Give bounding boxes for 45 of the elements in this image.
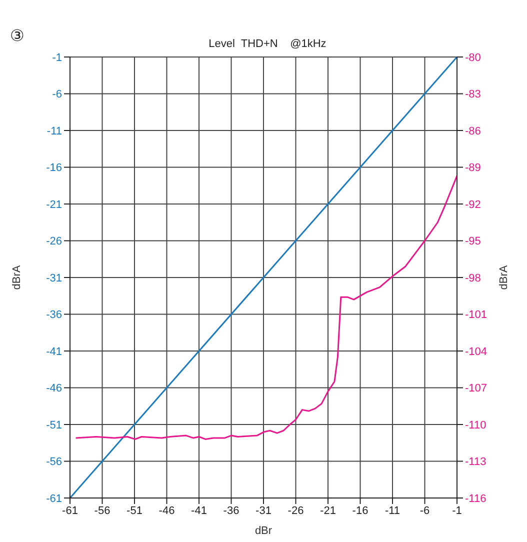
- x-tick-label: -11: [384, 504, 400, 517]
- y2-tick-label: -83: [465, 88, 481, 101]
- x-tick-label: -61: [62, 504, 78, 517]
- y-tick-label: -21: [46, 198, 62, 211]
- x-tick-label: -1: [452, 504, 462, 517]
- y2-tick-label: -92: [465, 198, 481, 211]
- y2-tick-label: -110: [465, 419, 486, 432]
- y-tick-label: -11: [46, 125, 62, 138]
- y2-tick-label: -116: [465, 492, 486, 505]
- chart-subtitle: Level THD+N @1kHz: [208, 38, 328, 50]
- y2-tick-label: -86: [465, 125, 481, 138]
- y-tick-label: -6: [52, 88, 62, 101]
- x-tick-label: -16: [352, 504, 368, 517]
- y2-tick-label: -89: [465, 162, 481, 174]
- y-tick-label: -61: [46, 492, 62, 505]
- x-tick-label: -6: [420, 504, 430, 517]
- y-tick-label: -56: [46, 456, 62, 468]
- y2-tick-label: -95: [465, 236, 481, 248]
- x-tick-label: -46: [158, 504, 175, 517]
- x-tick-label: -21: [320, 504, 336, 517]
- y-axis-title: dBrA: [11, 264, 23, 290]
- x-tick-label: -56: [94, 504, 110, 517]
- text: ③: [10, 27, 24, 46]
- y2-axis-title: dBrA: [498, 264, 510, 290]
- y-tick-label: -16: [46, 162, 62, 174]
- x-tick-label: -26: [288, 504, 304, 517]
- x-tick-label: -41: [191, 504, 207, 517]
- y2-tick-label: -104: [465, 346, 488, 358]
- x-axis-title: dBr: [254, 525, 272, 537]
- y-tick-label: -51: [46, 419, 62, 432]
- x-tick-label: -51: [126, 504, 142, 517]
- line-series: [75, 175, 457, 440]
- x-tick-label: -36: [223, 504, 240, 517]
- y-tick-label: -1: [52, 52, 62, 64]
- y-tick-label: -31: [46, 272, 62, 284]
- y2-tick-label: -101: [465, 309, 488, 322]
- x-tick-label: -31: [256, 504, 272, 517]
- y2-tick-label: -98: [465, 272, 481, 284]
- y2-tick-label: -113: [465, 456, 486, 468]
- y-tick-label: -41: [46, 346, 62, 358]
- y2-tick-label: -107: [465, 382, 488, 395]
- y-tick-label: -36: [46, 309, 62, 322]
- y-tick-label: -46: [46, 382, 62, 395]
- y2-tick-label: -80: [465, 52, 481, 64]
- y-tick-label: -26: [46, 236, 62, 248]
